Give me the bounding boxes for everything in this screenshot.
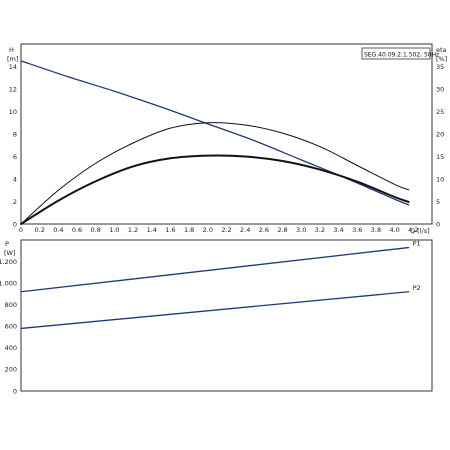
legend-box [361, 47, 431, 60]
top-x-tick-label: 0 [19, 226, 23, 234]
top-x-tick-label: 3.4 [333, 226, 343, 234]
top-y-tick-label: 12 [9, 85, 17, 93]
top-x-tick-label: 1.2 [128, 226, 138, 234]
top-x-tick-label: 3.2 [315, 226, 325, 234]
top-x-tick-label: 4.2 [408, 226, 418, 234]
top-y2-tick-label: 0 [436, 220, 440, 228]
top-y2-tick-label: 25 [436, 108, 444, 116]
legend-text: SEG.40.09.2.1.502, 50Hz [364, 52, 439, 59]
top-y-tick-label: 4 [13, 175, 17, 183]
bottom-y-axis-label-unit: [W] [4, 249, 16, 257]
top-y2-tick-labels: 0 5 10 15 20 25 30 35 [436, 63, 444, 229]
top-y-tick-label: 2 [13, 198, 17, 206]
top-y2-tick-label: 30 [436, 85, 444, 93]
top-x-tick-label: 0.6 [72, 226, 82, 234]
top-y-tick-label: 6 [13, 153, 17, 161]
top-y-tick-labels: 0 2 4 6 8 10 12 14 [9, 63, 17, 229]
top-chart-frame [20, 43, 433, 225]
top-y-tick-label: 10 [9, 108, 17, 116]
top-y2-tick-label: 5 [436, 198, 440, 206]
top-x-tick-label: 3.0 [296, 226, 306, 234]
top-y-axis-label-h: H [9, 46, 14, 54]
top-x-tick-label: 2.4 [240, 226, 250, 234]
top-y2-axis-label-unit: [%] [436, 55, 447, 63]
top-x-tick-label: 2.0 [203, 226, 213, 234]
top-y-tick-label: 8 [13, 130, 17, 138]
bottom-y-tick-label: 0 [13, 387, 17, 395]
top-x-tick-label: 2.8 [277, 226, 287, 234]
top-y2-tick-label: 20 [436, 130, 444, 138]
top-x-tick-label: 2.6 [259, 226, 269, 234]
top-y-tick-label: 0 [13, 220, 17, 228]
bottom-y-tick-label: 1.000 [0, 279, 17, 287]
top-x-tick-label: 0.2 [35, 226, 45, 234]
top-x-tick-label: 1.0 [109, 226, 119, 234]
top-x-tick-label: 2.2 [221, 226, 231, 234]
top-y-tick-label: 14 [9, 63, 17, 71]
top-x-tick-labels: 0 0.2 0.4 0.6 0.8 1.0 1.2 1.4 1.6 1.8 2.0 2.2 2.4 2.6… [19, 226, 419, 234]
top-chart-series [20, 60, 410, 225]
top-y2-axis-label-eta: eta [436, 46, 447, 54]
bottom-y-axis-label-p: P [5, 240, 9, 248]
top-y2-tick-label: 15 [436, 153, 444, 161]
top-y-axis-label-unit: [m] [7, 55, 18, 63]
series-label-p1: P1 [413, 240, 421, 248]
top-x-tick-label: 4.0 [389, 226, 399, 234]
bottom-series-line-p1 [20, 246, 410, 293]
bottom-y-tick-label: 400 [5, 344, 17, 352]
bottom-y-tick-label: 200 [5, 366, 17, 374]
bottom-y-tick-label: 1.200 [0, 258, 17, 266]
top-x-tick-label: 1.8 [184, 226, 194, 234]
top-y2-tick-label: 35 [436, 63, 444, 71]
top-x-tick-label: 3.6 [352, 226, 362, 234]
bottom-series-line-p2 [20, 291, 410, 330]
top-series-line-2 [20, 122, 410, 225]
series-label-p2: P2 [413, 284, 421, 292]
bottom-y-tick-label: 800 [5, 301, 17, 309]
top-x-axis-label: Q [l/s] [410, 227, 430, 235]
top-y2-tick-label: 10 [436, 175, 444, 183]
bottom-y-tick-label: 600 [5, 323, 17, 331]
bottom-y-tick-labels: 0 200 400 600 800 1.000 1.200 [0, 258, 17, 395]
top-x-tick-label: 0.4 [53, 226, 63, 234]
top-series-line-3 [20, 154, 410, 225]
top-x-tick-label: 1.6 [165, 226, 175, 234]
top-x-tick-label: 0.8 [91, 226, 101, 234]
top-x-tick-label: 3.8 [371, 226, 381, 234]
bottom-chart-series [20, 246, 410, 330]
top-series-line-1 [20, 60, 410, 206]
top-x-tick-label: 1.4 [147, 226, 157, 234]
bottom-chart-frame [20, 239, 433, 392]
